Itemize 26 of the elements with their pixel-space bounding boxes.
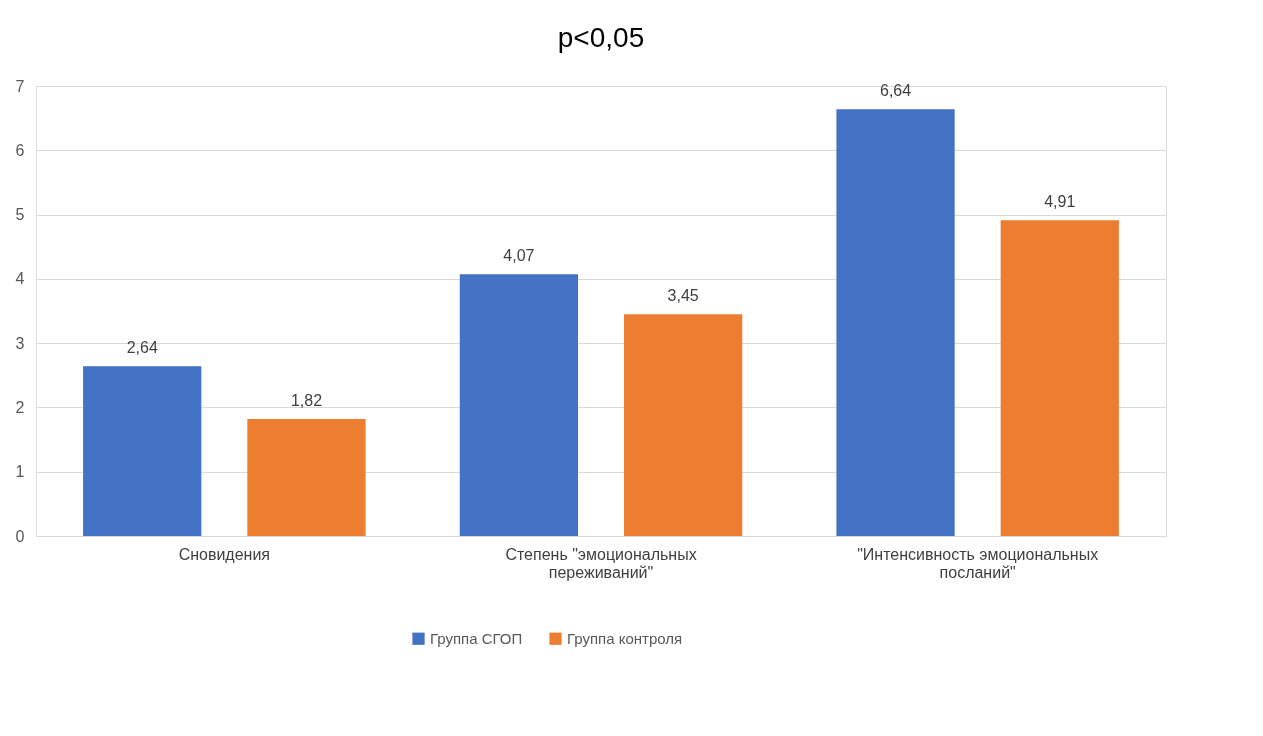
y-tick-label: 6 (15, 141, 25, 159)
y-tick-label: 1 (15, 463, 25, 481)
x-tick-label: Сновидения (178, 545, 271, 563)
y-tick-label: 3 (15, 334, 25, 352)
data-label: 3,45 (667, 287, 699, 305)
legend-label: Группа СГОП (430, 629, 523, 647)
legend-label: Группа контроля (567, 629, 683, 647)
bar (83, 366, 202, 536)
data-label: 6,64 (879, 82, 912, 100)
data-label: 4,91 (1044, 193, 1076, 211)
y-tick-label: 0 (15, 527, 25, 545)
x-tick-label: Степень "эмоциональных переживаний" (505, 545, 697, 581)
y-tick-label: 5 (15, 206, 25, 224)
bar (459, 274, 579, 536)
data-label: 4,07 (503, 247, 535, 265)
chart-title: p<0,05 (557, 22, 645, 53)
bar (623, 314, 743, 536)
bar (247, 419, 366, 536)
x-tick-label: "Интенсивность эмоциональных посланий" (857, 545, 1099, 581)
y-tick-label: 7 (15, 77, 25, 95)
y-tick-label: 2 (15, 398, 25, 416)
data-label: 2,64 (126, 339, 158, 357)
y-tick-label: 4 (15, 270, 25, 288)
bar (1000, 220, 1119, 536)
data-label: 1,82 (290, 392, 323, 409)
bar (836, 109, 955, 536)
